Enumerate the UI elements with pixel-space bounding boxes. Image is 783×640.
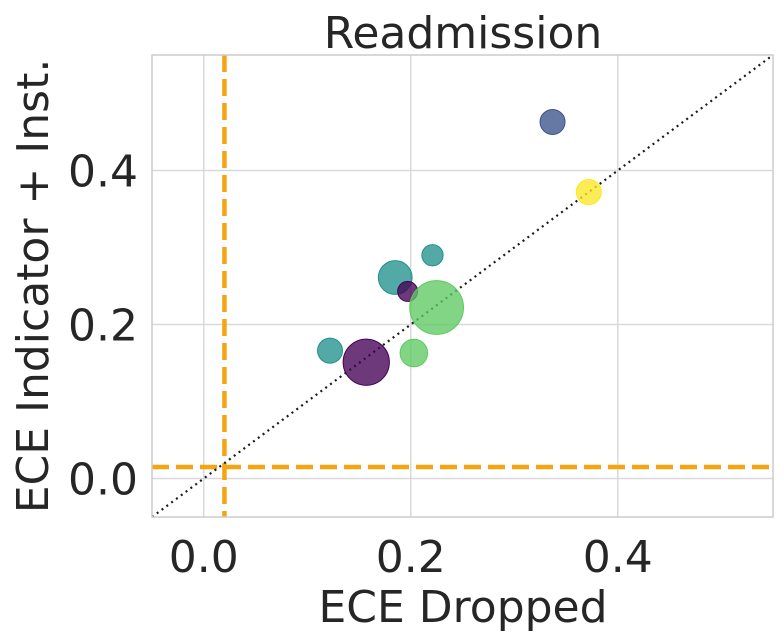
x-tick-label: 0.0 <box>169 532 239 583</box>
scatter-point <box>399 338 429 368</box>
plot-frame <box>151 54 774 518</box>
scatter-point <box>421 244 444 267</box>
scatter-point <box>409 280 464 335</box>
chart-title: Readmission <box>324 8 603 59</box>
scatter-point <box>539 108 566 135</box>
y-tick-label: 0.2 <box>68 301 138 352</box>
x-tick-label: 0.4 <box>583 532 653 583</box>
y-axis-title: ECE Indicator + Inst. <box>8 59 59 514</box>
scatter-point <box>342 338 390 386</box>
reference-lines <box>152 55 773 517</box>
y-tick-labels: 0.0 0.2 0.4 <box>68 147 138 506</box>
scatter-points <box>317 108 602 386</box>
x-tick-label: 0.2 <box>376 532 446 583</box>
scatter-point <box>575 179 602 206</box>
x-axis-title: ECE Dropped <box>318 582 607 633</box>
y-tick-label: 0.0 <box>68 455 138 506</box>
x-tick-labels: 0.0 0.2 0.4 <box>169 532 653 583</box>
scatter-point <box>317 337 344 364</box>
y-tick-label: 0.4 <box>68 147 138 198</box>
